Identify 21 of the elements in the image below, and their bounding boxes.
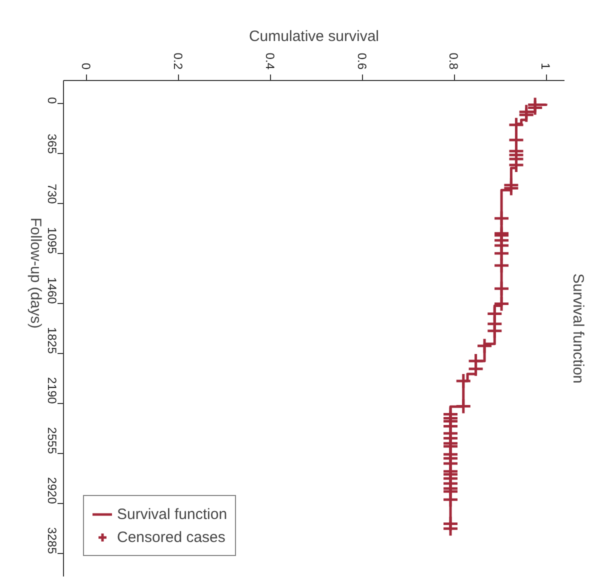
y-tick-label: 730 (45, 184, 59, 204)
x-tick-label: 0.6 (354, 52, 369, 70)
y-tick-label: 2190 (45, 377, 59, 404)
y-axis-title: Follow-up (days) (27, 218, 44, 329)
y-tick-label: 1095 (45, 227, 59, 254)
x-tick-label: 0.8 (446, 52, 461, 70)
text: Survival function (570, 273, 586, 384)
x-tick-label: 1 (538, 62, 553, 70)
x-axis-title: Cumulative survival (248, 28, 380, 45)
y-tick-label: 3285 (45, 527, 59, 554)
x-tick-label: 0.2 (170, 52, 185, 70)
x-tick-label: 0 (78, 62, 93, 70)
y-tick-label: 0 (45, 97, 59, 104)
y-tick-label: 1460 (45, 277, 59, 304)
y-tick-label: 1825 (45, 327, 59, 354)
legend-label: Censored cases (117, 528, 226, 546)
legend-label: Survival function (117, 506, 228, 522)
x-tick-label: 0.4 (262, 52, 277, 70)
y-tick-label: 2920 (45, 477, 59, 504)
y-tick-label: 365 (45, 134, 59, 154)
y-tick-label: 2555 (45, 427, 59, 454)
